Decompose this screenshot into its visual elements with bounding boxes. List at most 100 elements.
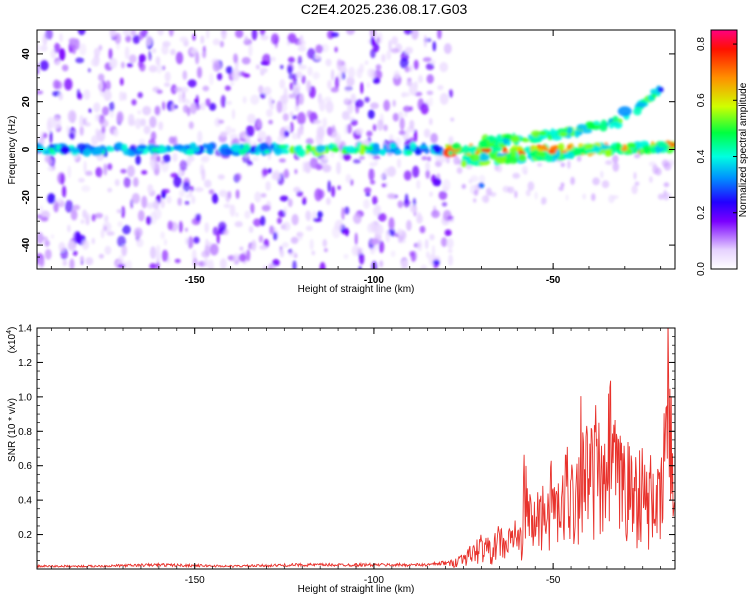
heatmap-cell — [290, 236, 299, 244]
heatmap-cell — [406, 219, 412, 231]
spectrogram-xtick-label: -150 — [185, 275, 205, 286]
heatmap-cell — [274, 147, 282, 156]
heatmap-cell — [124, 46, 130, 60]
heatmap-cell — [209, 243, 219, 256]
heatmap-cell — [93, 147, 103, 156]
heatmap-cell — [642, 145, 651, 155]
heatmap-cell — [104, 245, 112, 255]
heatmap-cell — [305, 225, 313, 231]
heatmap-cell — [142, 105, 152, 116]
heatmap-cell — [605, 160, 613, 165]
heatmap-cell — [170, 48, 176, 56]
heatmap-cell — [37, 232, 44, 245]
heatmap-cell — [345, 227, 349, 237]
heatmap-cell — [90, 58, 99, 67]
heatmap-cell — [612, 162, 620, 172]
heatmap-cell — [544, 153, 553, 163]
heatmap-cell — [238, 253, 247, 262]
heatmap-cell — [85, 257, 94, 266]
heatmap-cell — [359, 149, 365, 156]
heatmap-cell — [342, 153, 352, 161]
spectrogram-ytick-label: 20 — [21, 96, 32, 108]
heatmap-cell — [358, 155, 366, 160]
heatmap-cell — [344, 124, 348, 135]
heatmap-cell — [244, 35, 248, 42]
heatmap-cell — [138, 138, 146, 145]
heatmap-cell — [422, 57, 432, 63]
heatmap-cell — [98, 167, 102, 178]
colorbar-tick-label: 0.0 — [696, 262, 707, 276]
heatmap-cell — [178, 92, 182, 104]
heatmap-cell — [109, 109, 115, 118]
heatmap-cell — [383, 124, 388, 132]
heatmap-cell — [314, 188, 323, 202]
heatmap-cell — [354, 232, 358, 246]
heatmap-cell — [148, 50, 152, 61]
heatmap-cell — [307, 48, 316, 60]
heatmap-cell — [331, 185, 336, 198]
heatmap-cell — [388, 39, 392, 52]
heatmap-cell — [398, 130, 406, 136]
heatmap-cell — [105, 80, 111, 91]
heatmap-cell — [284, 125, 290, 131]
heatmap-cell — [429, 233, 435, 241]
heatmap-cell — [102, 221, 112, 233]
heatmap-cell — [287, 56, 295, 64]
heatmap-cell — [75, 57, 85, 64]
heatmap-cell — [347, 66, 356, 79]
heatmap-cell — [128, 54, 137, 64]
heatmap-cell — [204, 222, 209, 233]
heatmap-cell — [380, 174, 385, 179]
heatmap-cell — [126, 63, 134, 68]
heatmap-cell — [527, 181, 535, 191]
heatmap-cell — [60, 173, 65, 186]
heatmap-cell — [634, 181, 640, 186]
heatmap-cell — [437, 85, 444, 91]
heatmap-cell — [109, 101, 115, 112]
heatmap-cell — [239, 246, 244, 251]
heatmap-cell — [91, 135, 99, 146]
heatmap-cell — [390, 250, 396, 258]
heatmap-cell — [439, 92, 449, 105]
heatmap-cell — [251, 30, 258, 41]
heatmap-cell — [202, 85, 210, 92]
heatmap-cell — [77, 30, 86, 36]
heatmap-cell — [105, 145, 113, 150]
heatmap-cell — [392, 112, 399, 122]
heatmap-cell — [295, 71, 303, 79]
heatmap-cell — [346, 76, 355, 87]
heatmap-cell — [189, 142, 197, 150]
heatmap-cell — [663, 162, 672, 171]
heatmap-cell — [312, 71, 320, 80]
heatmap-cell — [208, 259, 214, 269]
heatmap-cell — [403, 170, 412, 181]
heatmap-cell — [155, 251, 161, 263]
heatmap-cell — [389, 142, 397, 150]
heatmap-cell — [305, 138, 314, 145]
heatmap-cell — [346, 30, 355, 35]
heatmap-cell — [267, 168, 272, 174]
snr-panel: -150 -100 -50 0.2 0.4 0.6 0.8 1.0 1.2 1.4 Height … — [6, 324, 676, 595]
heatmap-cell — [119, 77, 124, 86]
heatmap-cell — [375, 64, 382, 71]
heatmap-cell — [325, 58, 332, 67]
heatmap-cell — [560, 162, 566, 168]
heatmap-cell — [146, 215, 152, 225]
heatmap-cell — [462, 145, 471, 155]
heatmap-cell — [121, 244, 128, 257]
heatmap-cell — [76, 88, 81, 99]
heatmap-cell — [284, 130, 290, 138]
heatmap-cell — [501, 145, 507, 153]
heatmap-cell — [67, 224, 71, 233]
heatmap-cell — [113, 129, 119, 137]
heatmap-cell — [137, 144, 147, 150]
heatmap-cell — [534, 155, 544, 162]
heatmap-cell — [156, 147, 166, 152]
snr-ticks: -150 -100 -50 0.2 0.4 0.6 0.8 1.0 1.2 1.4 — [18, 324, 675, 586]
heatmap-cell — [279, 249, 285, 258]
heatmap-cell — [156, 155, 161, 163]
heatmap-cell — [279, 78, 286, 89]
heatmap-cell — [391, 36, 399, 45]
heatmap-cell — [205, 98, 211, 107]
heatmap-cell — [276, 100, 283, 114]
